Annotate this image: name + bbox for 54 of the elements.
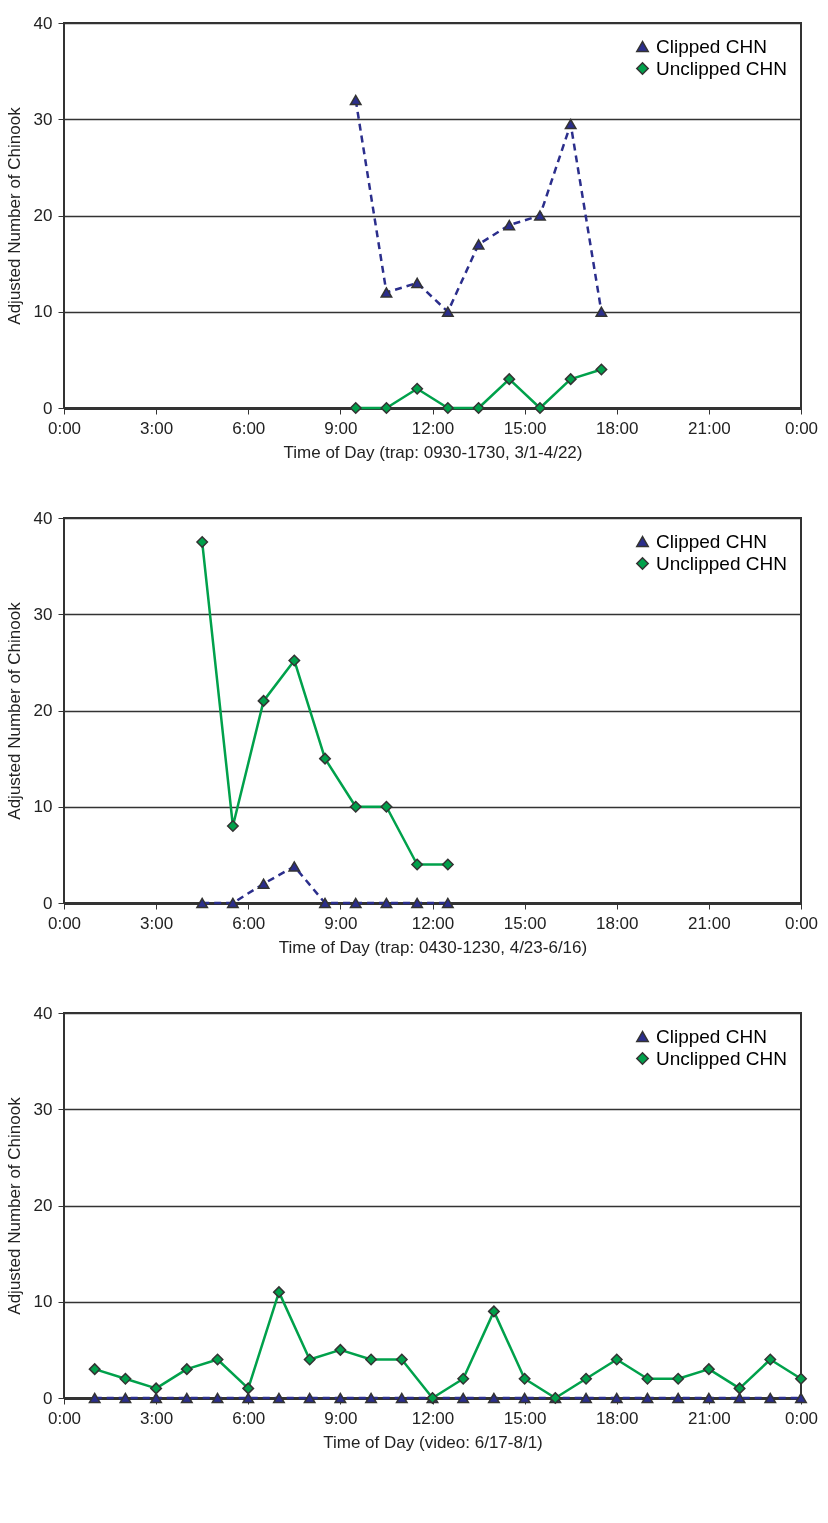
x-tick-label: 9:00 bbox=[324, 1408, 358, 1428]
y-tick-label: 30 bbox=[33, 109, 53, 129]
x-tick-label: 0:00 bbox=[784, 913, 819, 933]
x-tick-label: 21:00 bbox=[688, 913, 731, 933]
legend-label: Unclipped CHN bbox=[656, 57, 787, 79]
x-tick-label: 21:00 bbox=[688, 418, 731, 438]
x-tick-label: 21:00 bbox=[688, 1408, 731, 1428]
x-tick-label: 18:00 bbox=[595, 913, 639, 933]
y-axis-title: Adjusted Number of Chinook bbox=[4, 1096, 24, 1315]
x-tick-label: 0:00 bbox=[784, 418, 819, 438]
y-tick-label: 40 bbox=[33, 13, 53, 33]
y-axis-title: Adjusted Number of Chinook bbox=[4, 106, 24, 325]
y-tick-label: 20 bbox=[33, 1196, 53, 1215]
y-tick-label: 40 bbox=[33, 1003, 53, 1023]
x-tick-label: 18:00 bbox=[595, 1408, 639, 1428]
x-axis-title: Time of Day (video: 6/17-8/1) bbox=[323, 1432, 543, 1452]
legend-label: Clipped CHN bbox=[656, 35, 767, 57]
x-tick-label: 15:00 bbox=[503, 418, 547, 438]
y-tick-label: 0 bbox=[43, 1388, 53, 1408]
x-tick-label: 9:00 bbox=[324, 913, 358, 933]
x-tick-label: 9:00 bbox=[324, 418, 358, 438]
y-tick-label: 40 bbox=[33, 508, 53, 528]
y-tick-label: 30 bbox=[33, 604, 53, 624]
x-tick-label: 6:00 bbox=[232, 1408, 266, 1428]
y-tick-label: 20 bbox=[33, 701, 53, 720]
y-tick-label: 20 bbox=[33, 206, 53, 225]
legend-label: Unclipped CHN bbox=[656, 1047, 787, 1069]
x-tick-label: 15:00 bbox=[503, 1408, 547, 1428]
x-tick-label: 0:00 bbox=[47, 418, 82, 438]
x-tick-label: 3:00 bbox=[140, 913, 174, 933]
y-tick-label: 0 bbox=[43, 398, 53, 418]
x-tick-label: 12:00 bbox=[411, 1408, 455, 1428]
x-tick-label: 0:00 bbox=[47, 913, 82, 933]
x-tick-label: 18:00 bbox=[595, 418, 639, 438]
x-tick-label: 12:00 bbox=[411, 418, 455, 438]
x-tick-label: 0:00 bbox=[47, 1408, 82, 1428]
x-axis-title: Time of Day (trap: 0430-1230, 4/23-6/16) bbox=[278, 937, 588, 957]
legend-label: Unclipped CHN bbox=[656, 552, 787, 574]
y-axis-title: Adjusted Number of Chinook bbox=[4, 601, 24, 820]
y-tick-label: 0 bbox=[43, 893, 53, 913]
y-tick-label: 10 bbox=[33, 1292, 53, 1312]
legend-label: Clipped CHN bbox=[656, 530, 767, 552]
x-tick-label: 3:00 bbox=[140, 1408, 174, 1428]
y-tick-label: 30 bbox=[33, 1099, 53, 1119]
x-axis-title: Time of Day (trap: 0930-1730, 3/1-4/22) bbox=[283, 442, 583, 462]
x-tick-label: 6:00 bbox=[232, 418, 266, 438]
x-tick-label: 6:00 bbox=[232, 913, 266, 933]
legend-label: Clipped CHN bbox=[656, 1025, 767, 1047]
x-tick-label: 3:00 bbox=[140, 418, 174, 438]
x-tick-label: 0:00 bbox=[784, 1408, 819, 1428]
y-tick-label: 10 bbox=[33, 302, 53, 322]
y-tick-label: 10 bbox=[33, 797, 53, 817]
x-tick-label: 15:00 bbox=[503, 913, 547, 933]
x-tick-label: 12:00 bbox=[411, 913, 455, 933]
